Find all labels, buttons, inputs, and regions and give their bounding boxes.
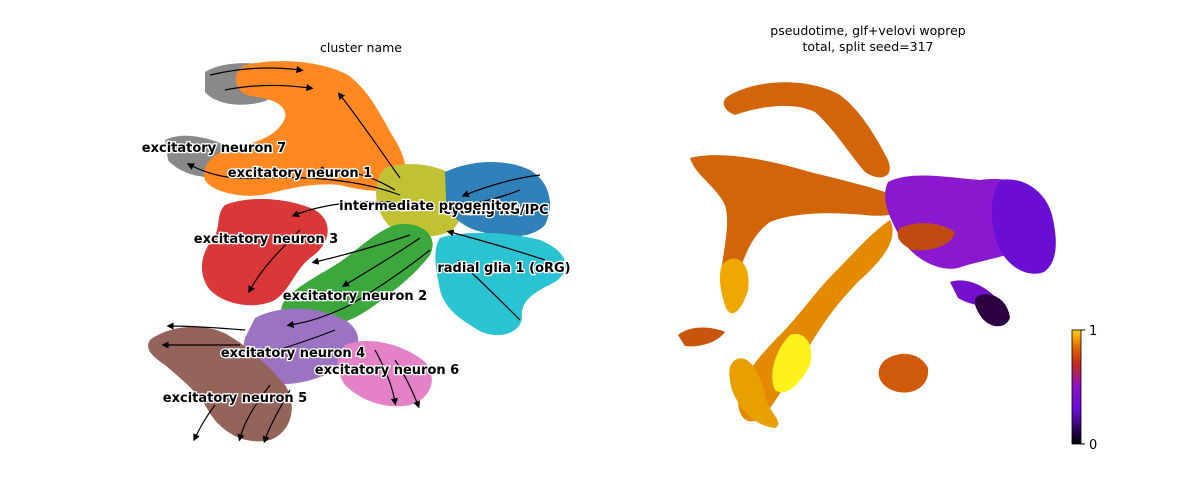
colorbar: 1 0 — [1071, 324, 1097, 453]
cluster-blob-excitatory-neuron-4 — [243, 308, 359, 385]
label-excitatory-neuron-1: excitatory neuron 1 — [228, 166, 372, 181]
streamline — [224, 83, 314, 92]
left-panel-title: cluster name — [320, 40, 402, 55]
streamline — [446, 229, 546, 261]
streamline — [291, 200, 396, 218]
cluster-panel: cluster name — [140, 40, 572, 444]
streamline — [286, 249, 431, 329]
streamline — [237, 384, 271, 442]
label-excitatory-neuron-6: excitatory neuron 6 — [315, 363, 459, 378]
region-top-arc — [723, 82, 890, 178]
region-lower-orange — [729, 358, 779, 428]
streamline — [209, 65, 304, 76]
cluster-blob-cycling-rg-ipc — [445, 161, 550, 237]
streamline — [193, 404, 216, 442]
right-panel-title-line2: total, split seed=317 — [803, 39, 934, 54]
label-radial-glia-1: radial glia 1 (oRG) — [437, 261, 570, 276]
cluster-blobs — [148, 61, 566, 442]
streamline — [441, 189, 521, 212]
streamline — [248, 229, 301, 294]
streamline — [262, 389, 291, 444]
right-panel-title-line1: pseudotime, glf+velovi woprep — [770, 23, 966, 38]
streamline — [166, 322, 246, 331]
streamline — [337, 92, 401, 179]
label-excitatory-neuron-3: excitatory neuron 3 — [194, 232, 338, 247]
label-excitatory-neuron-5: excitatory neuron 5 — [163, 391, 307, 406]
streamline — [374, 349, 398, 406]
region-left-yellow — [719, 258, 749, 314]
pseudotime-regions — [678, 82, 1056, 428]
region-dark-tail — [974, 294, 1010, 327]
streamline — [186, 163, 401, 196]
label-intermediate-progenitor: intermediate progenitor — [339, 199, 517, 214]
label-excitatory-neuron-2: excitatory neuron 2 — [283, 289, 427, 304]
cluster-blob-excitatory-neuron-5 — [148, 326, 292, 442]
region-mid-left-arm — [690, 155, 906, 283]
streamline — [311, 234, 411, 265]
cluster-labels: excitatory neuron 7 excitatory neuron 1 … — [140, 140, 571, 408]
colorbar-gradient — [1071, 329, 1082, 445]
cluster-blob-radial-glia-1 — [435, 232, 566, 336]
cluster-blob-excitatory-neuron-2 — [281, 224, 433, 330]
colorbar-max-label: 1 — [1089, 324, 1097, 339]
streamline — [394, 359, 421, 409]
velocity-streamlines — [161, 65, 546, 444]
cluster-blob-excitatory-neuron-3 — [201, 198, 328, 306]
cluster-blob-excitatory-neuron-1 — [204, 61, 406, 196]
streamline — [316, 166, 396, 191]
region-small-left — [678, 327, 725, 347]
streamline — [461, 174, 541, 198]
region-transition-arm — [897, 223, 955, 251]
colorbar-min-label: 0 — [1089, 438, 1097, 453]
label-excitatory-neuron-4: excitatory neuron 4 — [221, 346, 365, 361]
streamline — [457, 259, 521, 321]
region-purple-right — [991, 179, 1056, 274]
label-excitatory-neuron-7: excitatory neuron 7 — [142, 141, 286, 156]
region-bright-yellow — [772, 334, 812, 393]
cluster-blob-intermediate-progenitor — [376, 164, 466, 237]
streamline — [341, 237, 421, 287]
pseudotime-panel: pseudotime, glf+velovi woprep total, spl… — [678, 23, 1097, 453]
cluster-blob-excitatory-neuron-6 — [337, 341, 432, 407]
label-cycling-rg-ipc: cycling RG/IPC — [443, 203, 548, 218]
region-small-right — [878, 353, 929, 393]
streamline — [258, 329, 336, 358]
